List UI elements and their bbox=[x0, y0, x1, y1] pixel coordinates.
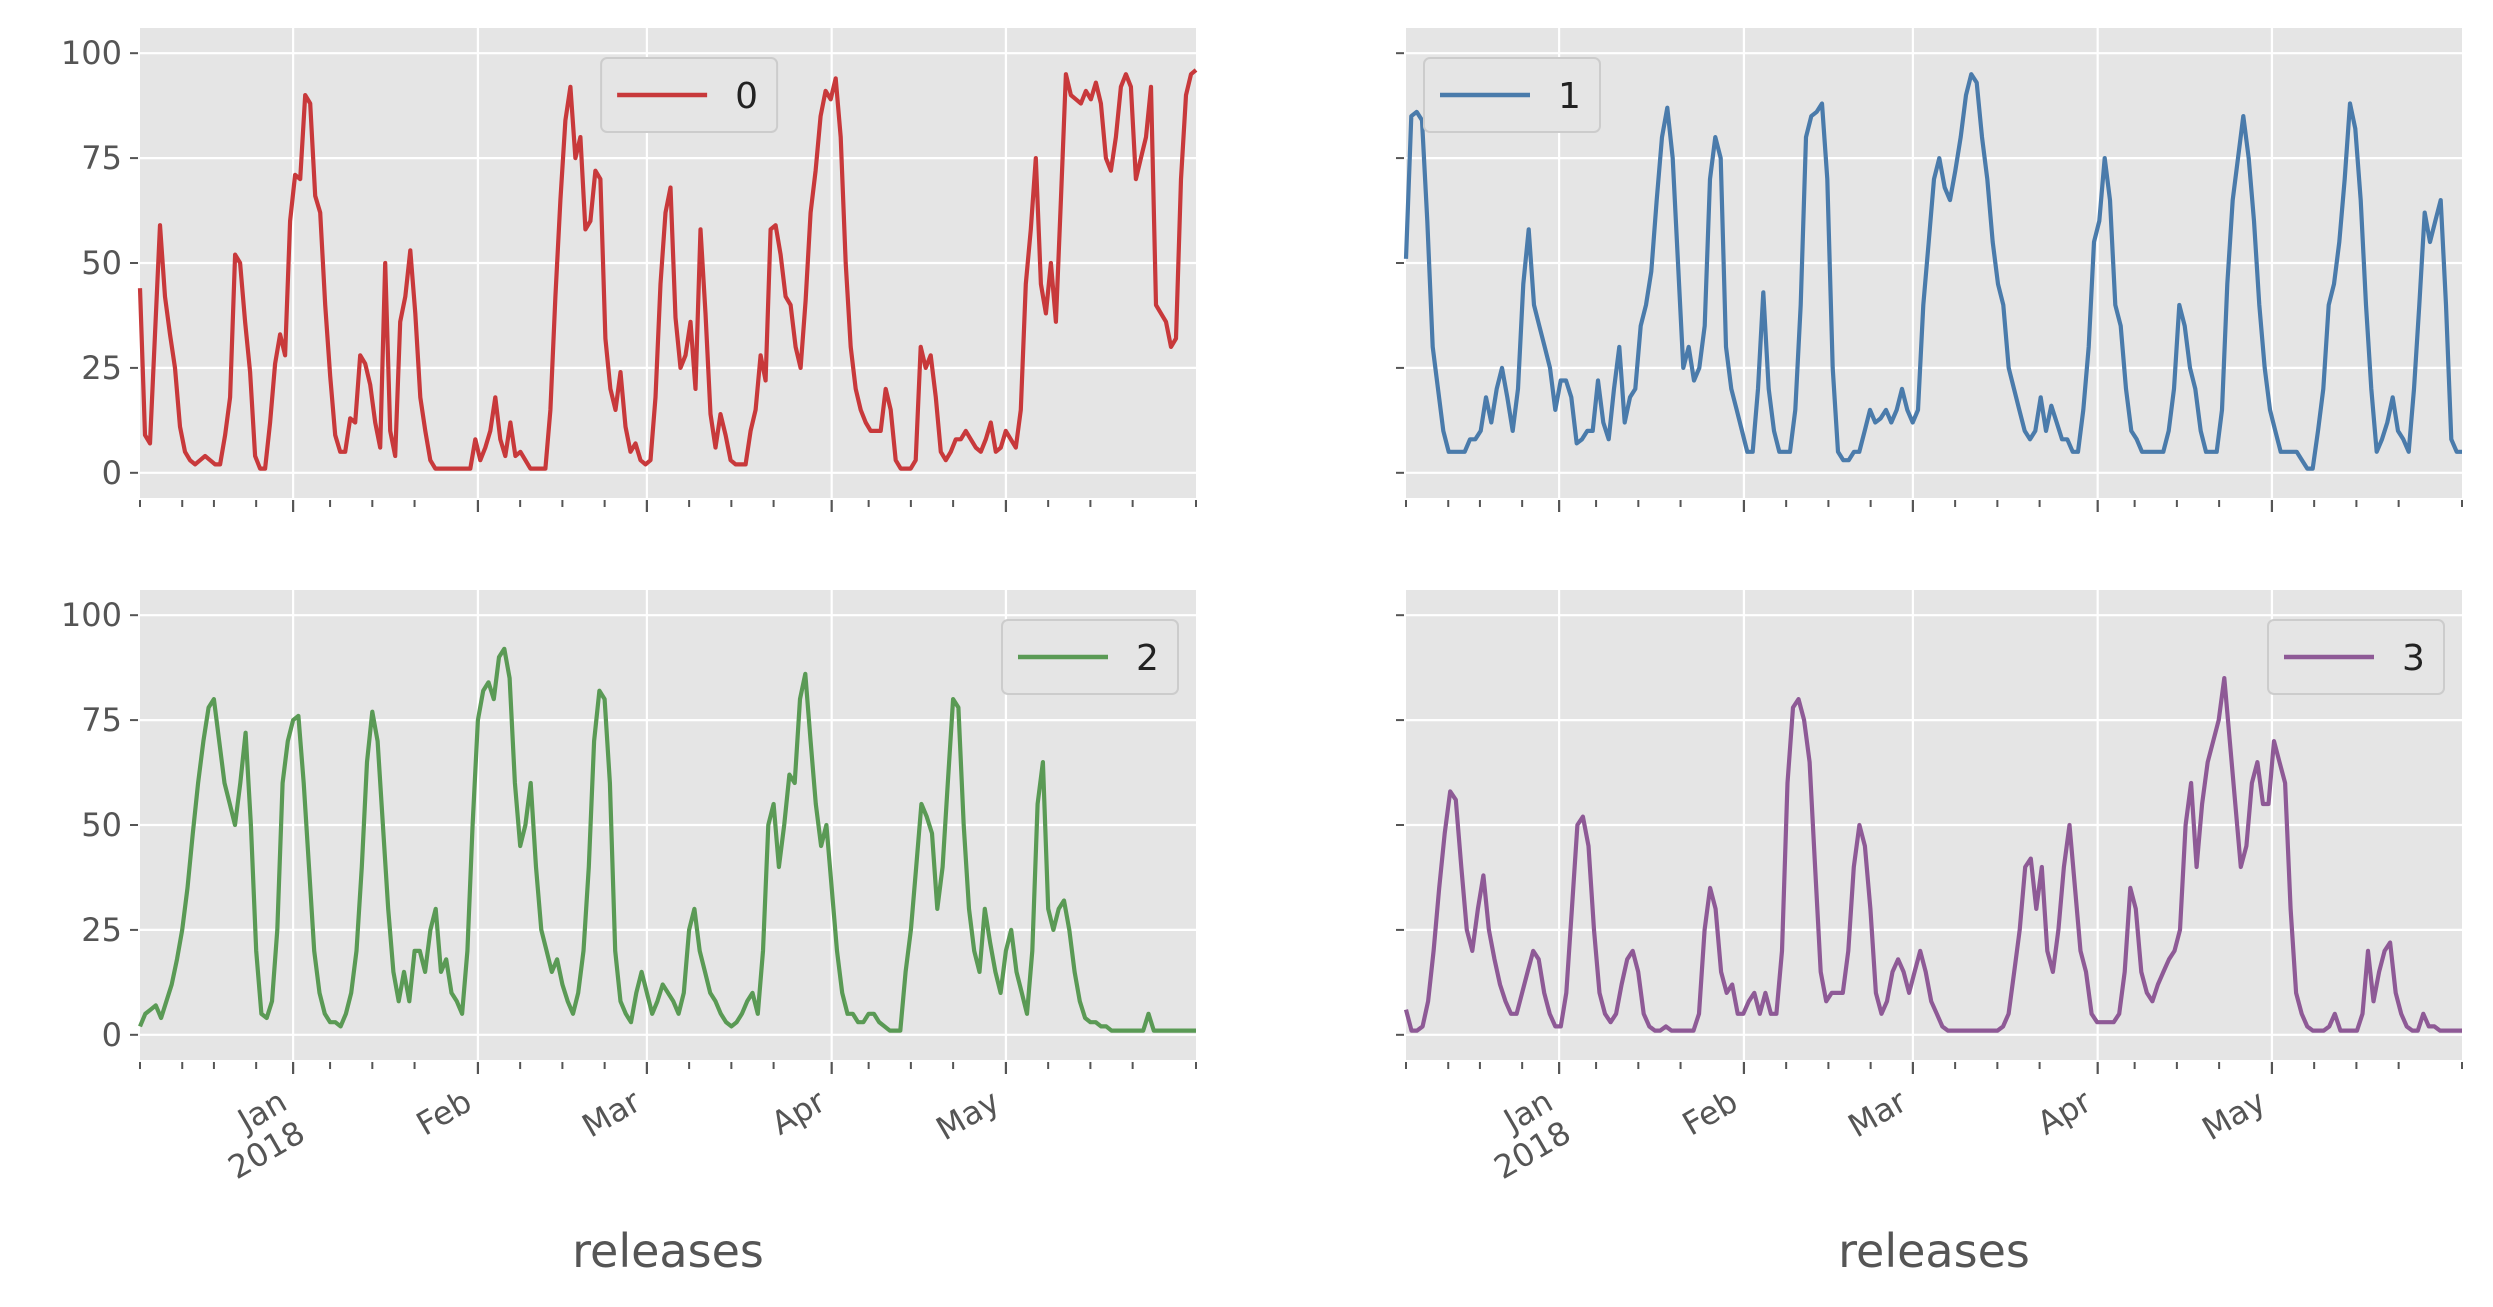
x-tick-label: Mar bbox=[576, 1082, 648, 1146]
series-line-3 bbox=[1403, 676, 2462, 1033]
series-line-2 bbox=[138, 646, 1196, 1033]
y-tick-label: 25 bbox=[81, 911, 122, 949]
legend-label: 2 bbox=[1136, 638, 1159, 679]
y-tick-label: 50 bbox=[81, 806, 122, 844]
y-tick-label: 25 bbox=[81, 349, 122, 387]
x-tick-label: Apr bbox=[765, 1082, 833, 1143]
y-tick-label: 100 bbox=[61, 596, 122, 634]
y-tick-label: 0 bbox=[102, 454, 122, 492]
panel-top-right: 1 bbox=[1396, 28, 2463, 512]
legend-label: 3 bbox=[2402, 638, 2425, 679]
x-tick-label: Apr bbox=[2031, 1082, 2099, 1143]
x-axis-label: releases bbox=[1838, 1224, 2030, 1278]
svg-text:Feb: Feb bbox=[1676, 1082, 1744, 1143]
svg-text:Feb: Feb bbox=[410, 1082, 478, 1143]
svg-text:May: May bbox=[930, 1082, 1006, 1148]
svg-text:Apr: Apr bbox=[765, 1082, 833, 1143]
x-tick-label: Feb bbox=[1676, 1082, 1744, 1143]
panel-top-left: 0 25 50 75 100 0 bbox=[61, 28, 1198, 512]
x-tick-label: May bbox=[930, 1082, 1006, 1148]
legend: 3 bbox=[2267, 619, 2445, 695]
legend: 0 bbox=[600, 57, 779, 133]
series-line-1 bbox=[1403, 72, 2462, 471]
legend: 2 bbox=[1001, 619, 1179, 695]
legend: 1 bbox=[1423, 57, 1601, 133]
series-line-0 bbox=[137, 68, 1198, 471]
svg-text:May: May bbox=[2196, 1082, 2272, 1148]
y-tick-label: 0 bbox=[102, 1016, 122, 1054]
legend-label: 0 bbox=[735, 76, 758, 117]
x-axis-label: releases bbox=[572, 1224, 764, 1278]
svg-text:Mar: Mar bbox=[1842, 1082, 1914, 1146]
y-tick-label: 75 bbox=[81, 139, 122, 177]
legend-label: 1 bbox=[1558, 76, 1581, 117]
y-tick-label: 75 bbox=[81, 701, 122, 739]
svg-text:Apr: Apr bbox=[2031, 1082, 2099, 1143]
y-tick-label: 50 bbox=[81, 244, 122, 282]
svg-text:Mar: Mar bbox=[576, 1082, 648, 1146]
x-tick-label: Feb bbox=[410, 1082, 478, 1143]
x-tick-label: Mar bbox=[1842, 1082, 1914, 1146]
y-tick-label: 100 bbox=[61, 34, 122, 72]
x-tick-label: May bbox=[2196, 1082, 2272, 1148]
